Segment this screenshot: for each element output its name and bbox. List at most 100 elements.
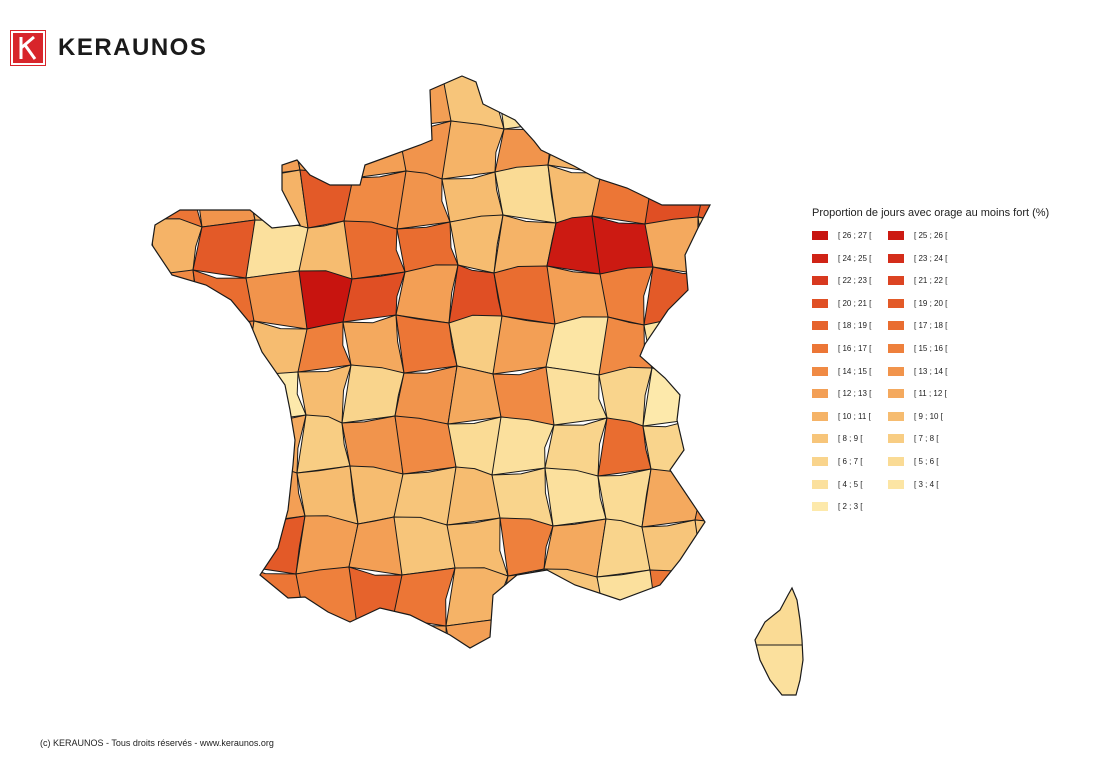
brand-name: KERAUNOS [58,34,208,61]
department-region [199,421,254,473]
department-region [342,314,405,374]
department-region [152,514,208,574]
department-region [641,468,705,528]
department-region [649,569,704,629]
department-region [152,319,202,379]
legend-swatch [812,434,828,444]
department-region [295,566,358,626]
department-region [696,267,710,327]
department-region [152,370,201,430]
department-region [644,216,707,276]
legend-swatch [812,411,828,421]
department-region [397,76,452,129]
department-region [591,165,655,225]
department-region [193,118,257,178]
legend-item: [ 17 ; 18 [ [888,319,978,332]
department-region [392,567,456,627]
legend-label: [ 16 ; 17 [ [838,343,872,353]
department-region [152,420,209,480]
legend-label: [ 22 ; 23 [ [838,276,872,286]
department-region [341,364,405,424]
department-region [394,365,458,425]
department-region [492,315,556,375]
department-region [545,366,608,426]
legend-swatch [888,321,904,331]
department-region [592,76,656,124]
legend-item: [ 8 ; 9 [ [812,432,888,445]
department-region [545,316,609,376]
legend-label: [ 5 ; 6 [ [914,456,939,466]
department-region [493,214,557,274]
legend-label: [ 11 ; 12 [ [914,389,947,399]
department-region [495,76,558,130]
legend-item: [ 7 ; 8 [ [888,432,978,445]
department-region [695,368,710,428]
legend-swatch [812,253,828,263]
department-region [343,220,406,280]
legend-item: [ 6 ; 7 [ [812,455,888,468]
legend-item: [ 22 ; 23 [ [812,274,888,287]
department-region [197,565,252,625]
department-region [491,416,555,476]
legend-item: [ 21 ; 22 [ [888,274,978,287]
department-region [693,570,710,630]
legend-item: [ 13 ; 14 [ [888,365,978,378]
department-region [152,269,202,329]
legend-label: [ 3 ; 4 [ [914,479,939,489]
legend-label: [ 26 ; 27 [ [838,231,872,240]
copyright-footer: (c) KERAUNOS - Tous droits réservés - ww… [40,738,274,748]
legend-swatch [812,276,828,286]
department-region [645,76,709,124]
department-region [191,370,254,430]
legend-item: [ 18 ; 19 [ [812,319,888,332]
department-region [348,566,403,626]
department-region [442,76,505,130]
legend-item: [ 14 ; 15 [ [812,365,888,378]
legend-swatch [888,231,904,240]
logo: KERAUNOS [10,30,207,66]
department-region [697,216,710,276]
department-region [243,464,306,524]
department-region [694,519,710,579]
legend-item: [ 26 ; 27 [ [812,229,888,242]
legend-swatch [888,298,904,308]
department-region [542,619,606,648]
legend-swatch [812,366,828,376]
legend-item: [ 19 ; 20 [ [888,297,978,310]
legend-item: [ 3 ; 4 [ [888,478,978,491]
legend-label: [ 24 ; 25 [ [838,253,872,263]
department-region [645,115,708,175]
department-region [341,415,404,475]
department-region [291,76,355,128]
department-region [393,516,456,576]
department-region [244,320,308,380]
legend-swatch [812,456,828,466]
legend-swatch [888,411,904,421]
legend-item: [ 25 ; 26 [ [888,229,978,242]
legend-label: [ 17 ; 18 [ [914,321,948,331]
country-outline [754,586,804,696]
legend-title: Proportion de jours avec orage au moins … [812,207,1050,219]
legend-label: [ 6 ; 7 [ [838,456,863,466]
legend-classes: [ 26 ; 27 [ [ 25 ; 26 [ [ 24 ; 25 [ [ 23 ; … [812,229,1072,513]
department-region [643,266,707,326]
department-region [498,618,553,648]
department-region [445,567,509,627]
legend-label: [ 21 ; 22 [ [914,276,948,286]
legend-swatch [888,276,904,286]
department-region [152,168,203,228]
legend-item: [ 23 ; 24 [ [888,252,978,265]
department-region [491,467,554,527]
legend-label: [ 25 ; 26 [ [914,231,948,240]
legend-swatch [812,479,828,489]
legend-label: [ 19 ; 20 [ [914,298,948,308]
department-region [492,366,555,426]
department-region [592,114,655,174]
legend-swatch [812,321,828,331]
department-region [648,620,703,648]
department-region [395,264,459,324]
department-region [543,568,606,628]
department-region [242,565,305,625]
legend-item: [ 11 ; 12 [ [888,387,978,400]
